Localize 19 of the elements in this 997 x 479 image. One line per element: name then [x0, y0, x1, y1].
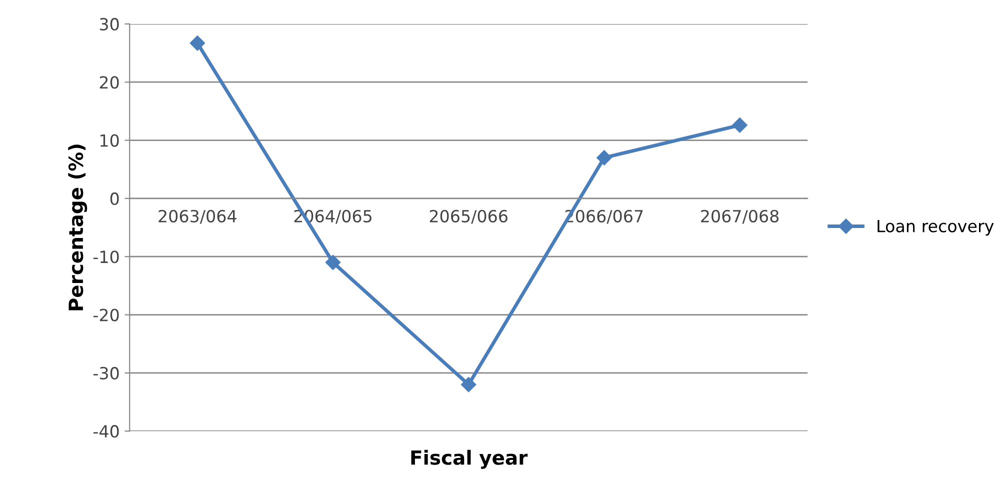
- x-tick-label: 2063/064: [158, 210, 236, 224]
- point: [325, 254, 341, 270]
- x-tick-label: 2065/066: [430, 210, 508, 224]
- legend-label: Loan recovery: [878, 220, 994, 236]
- y-tick-label: -10: [93, 250, 119, 264]
- y-axis-title: Percentage (%): [68, 144, 88, 310]
- y-tick-label: -30: [93, 366, 119, 380]
- x-axis-title: Fiscal year: [411, 450, 528, 469]
- point: [190, 36, 205, 51]
- y-tick-label: 30: [100, 18, 119, 31]
- y-tick-label: 20: [100, 76, 119, 89]
- x-tick-label: 2067/068: [701, 210, 779, 224]
- point: [461, 377, 476, 392]
- point: [732, 118, 748, 133]
- y-tick-label: -40: [93, 425, 119, 438]
- y-tick-label: -20: [93, 308, 119, 322]
- y-tick-label: 0: [110, 192, 119, 206]
- y-tick-label: 10: [100, 134, 119, 147]
- point: [596, 150, 612, 166]
